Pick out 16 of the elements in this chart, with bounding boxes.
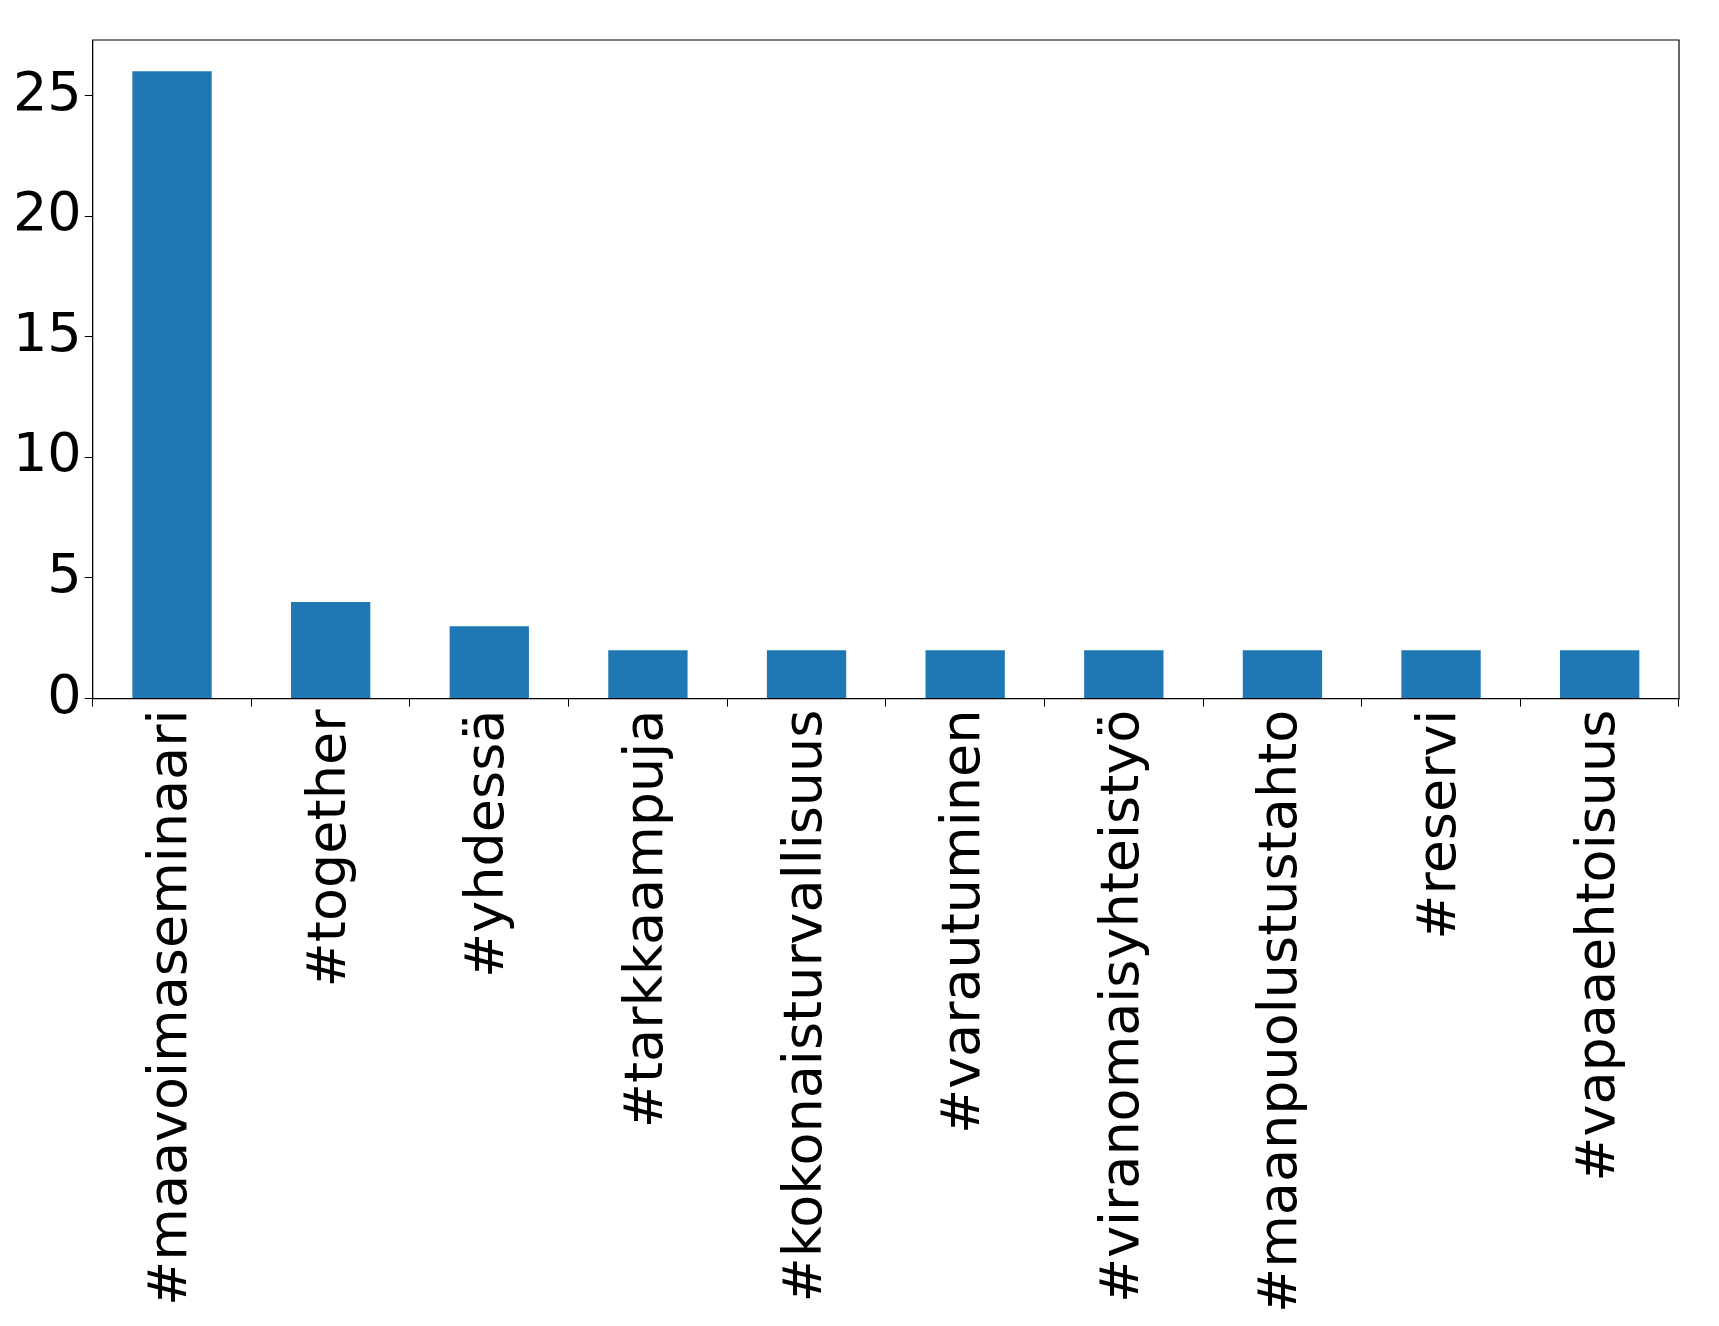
x-tick-label: #reservi bbox=[1405, 709, 1469, 940]
x-tick-label: #kokonaisturvallisuus bbox=[770, 709, 834, 1303]
y-tick-label: 10 bbox=[12, 421, 82, 485]
y-tick-label: 5 bbox=[47, 542, 82, 606]
x-tick-label: #vapaaehtoisuus bbox=[1563, 709, 1627, 1182]
y-tick-label: 15 bbox=[12, 300, 82, 364]
y-tick-label: 25 bbox=[12, 59, 82, 123]
x-tick-label: #varautuminen bbox=[929, 709, 993, 1135]
x-tick-label: #together bbox=[294, 708, 358, 988]
x-tick-label: #maanpuolustustahto bbox=[1246, 709, 1310, 1313]
x-tick-label: #tarkkaampuja bbox=[611, 709, 675, 1129]
y-tick-label: 20 bbox=[12, 180, 82, 244]
y-tick-label: 0 bbox=[47, 662, 82, 726]
x-tick-label: #yhdessä bbox=[453, 709, 517, 978]
x-tick-label: #maavoimaseminaari bbox=[136, 709, 200, 1306]
x-tick-label: #viranomaisyhteistyö bbox=[1087, 709, 1151, 1304]
